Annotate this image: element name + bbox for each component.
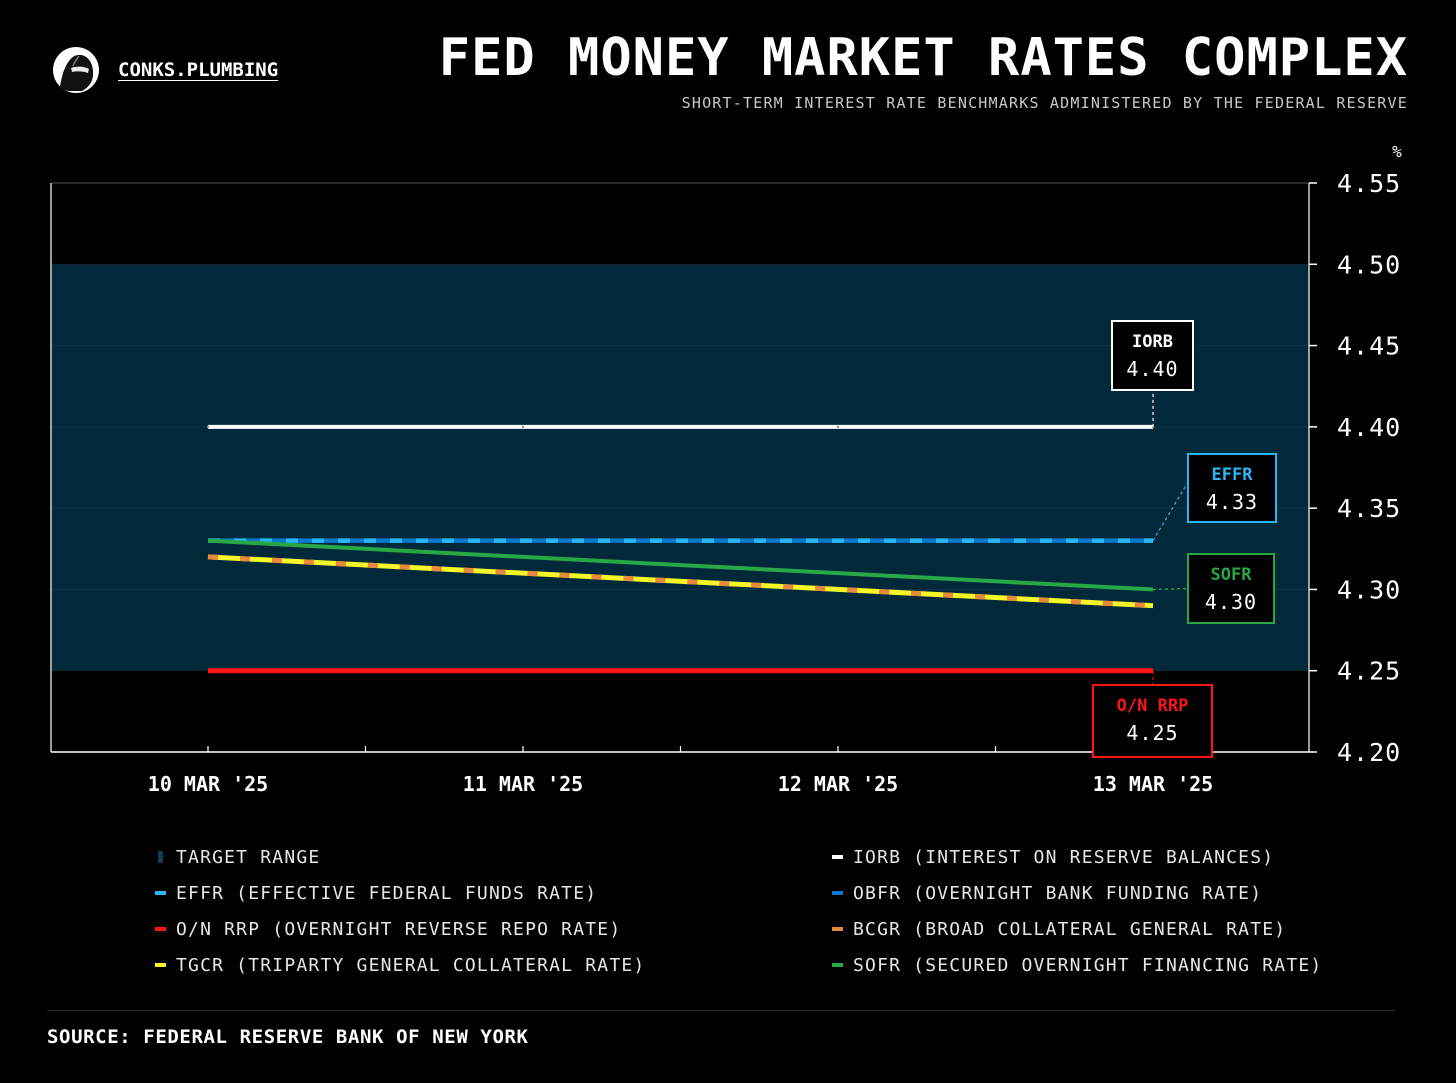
legend-item-sofr: SOFR (SECURED OVERNIGHT FINANCING RATE) bbox=[832, 954, 1321, 976]
y-tick-label-1: 4.50 bbox=[1337, 250, 1401, 279]
callout-value-onrrp: 4.25 bbox=[1126, 721, 1178, 745]
y-tick-label-7: 4.20 bbox=[1337, 738, 1401, 767]
legend-item-tgcr: TGCR (TRIPARTY GENERAL COLLATERAL RATE) bbox=[155, 954, 832, 976]
line-chart: % 4.55 4.50 4.45 4.40 4.35 4.30 4.25 4.20 10 MAR … bbox=[50, 142, 1402, 796]
callout-label-iorb: IORB bbox=[1132, 332, 1173, 352]
brand-link[interactable]: CONKS.PLUMBING bbox=[118, 59, 279, 81]
y-tick-label-4: 4.35 bbox=[1337, 494, 1401, 523]
chart-subtitle: SHORT-TERM INTEREST RATE BENCHMARKS ADMI… bbox=[681, 94, 1408, 112]
brand: CONKS.PLUMBING bbox=[52, 46, 278, 94]
legend: TARGET RANGE IORB (INTEREST ON RESERVE BA… bbox=[155, 846, 1321, 976]
x-tick-label-3: 13 MAR '25 bbox=[1093, 772, 1213, 796]
ninja-avatar-icon bbox=[53, 47, 99, 93]
callout-value-sofr: 4.30 bbox=[1205, 590, 1257, 614]
legend-swatch-effr bbox=[155, 891, 166, 895]
legend-label-sofr: SOFR (SECURED OVERNIGHT FINANCING RATE) bbox=[853, 954, 1323, 976]
x-tick-label-1: 11 MAR '25 bbox=[463, 772, 583, 796]
y-tick-label-6: 4.25 bbox=[1337, 657, 1401, 686]
legend-label-bcgr: BCGR (BROAD COLLATERAL GENERAL RATE) bbox=[853, 918, 1287, 940]
legend-item-range: TARGET RANGE bbox=[155, 846, 832, 868]
x-tick-label-0: 10 MAR '25 bbox=[148, 772, 268, 796]
y-tick-label-5: 4.30 bbox=[1337, 575, 1401, 604]
callout-label-effr: EFFR bbox=[1212, 465, 1254, 485]
iorb-point-2 bbox=[836, 425, 840, 429]
legend-swatch-iorb bbox=[832, 855, 843, 859]
legend-item-bcgr: BCGR (BROAD COLLATERAL GENERAL RATE) bbox=[832, 918, 1315, 940]
legend-label-range: TARGET RANGE bbox=[176, 846, 321, 868]
legend-swatch-obfr bbox=[832, 891, 843, 895]
legend-label-tgcr: TGCR (TRIPARTY GENERAL COLLATERAL RATE) bbox=[176, 954, 646, 976]
legend-swatch-range bbox=[158, 851, 163, 863]
legend-item-obfr: OBFR (OVERNIGHT BANK FUNDING RATE) bbox=[832, 882, 1315, 904]
legend-label-effr: EFFR (EFFECTIVE FEDERAL FUNDS RATE) bbox=[176, 882, 598, 904]
y-unit-label: % bbox=[1392, 142, 1402, 161]
legend-label-onrrp: O/N RRP (OVERNIGHT REVERSE REPO RATE) bbox=[176, 918, 622, 940]
iorb-point-1 bbox=[521, 425, 525, 429]
legend-label-iorb: IORB (INTEREST ON RESERVE BALANCES) bbox=[853, 846, 1275, 868]
source-note: SOURCE: FEDERAL RESERVE BANK OF NEW YORK bbox=[47, 1026, 529, 1048]
callout-box-iorb bbox=[1111, 320, 1194, 391]
series-line-tgcr bbox=[207, 554, 1154, 609]
legend-swatch-bcgr bbox=[832, 927, 843, 931]
legend-item-iorb: IORB (INTEREST ON RESERVE BALANCES) bbox=[832, 846, 1315, 868]
series-line-sofr bbox=[207, 538, 1154, 592]
y-tick-label-3: 4.40 bbox=[1337, 413, 1401, 442]
footer-divider bbox=[47, 1010, 1395, 1011]
y-tick-label-0: 4.55 bbox=[1337, 169, 1401, 198]
callout-box-onrrp bbox=[1092, 684, 1213, 758]
callout-leader-effr bbox=[1152, 481, 1189, 541]
iorb-point-0 bbox=[206, 425, 210, 429]
legend-swatch-tgcr bbox=[155, 963, 166, 967]
callout-label-onrrp: O/N RRP bbox=[1117, 696, 1189, 716]
legend-item-onrrp: O/N RRP (OVERNIGHT REVERSE REPO RATE) bbox=[155, 918, 832, 940]
x-tick-label-2: 12 MAR '25 bbox=[778, 772, 898, 796]
callout-label-sofr: SOFR bbox=[1211, 565, 1253, 585]
legend-label-obfr: OBFR (OVERNIGHT BANK FUNDING RATE) bbox=[853, 882, 1263, 904]
legend-item-effr: EFFR (EFFECTIVE FEDERAL FUNDS RATE) bbox=[155, 882, 832, 904]
callout-value-iorb: 4.40 bbox=[1126, 357, 1178, 381]
y-tick-label-2: 4.45 bbox=[1337, 332, 1401, 361]
callout-box-sofr bbox=[1187, 553, 1275, 624]
chart-title: FED MONEY MARKET RATES COMPLEX bbox=[438, 28, 1408, 88]
callout-value-effr: 4.33 bbox=[1206, 490, 1258, 514]
legend-swatch-sofr bbox=[832, 963, 843, 967]
legend-swatch-onrrp bbox=[155, 927, 166, 931]
callout-box-effr bbox=[1187, 453, 1277, 523]
